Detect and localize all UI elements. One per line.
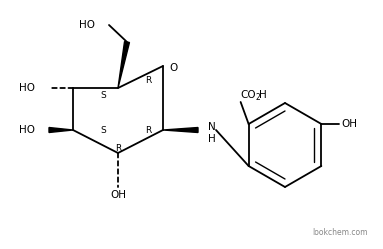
Text: R: R: [145, 125, 151, 134]
Text: H: H: [259, 90, 267, 100]
Text: 2: 2: [255, 92, 260, 102]
Text: OH: OH: [110, 190, 126, 200]
Text: S: S: [100, 125, 106, 134]
Text: R: R: [115, 143, 121, 152]
Text: H: H: [208, 134, 216, 144]
Text: HO: HO: [19, 83, 35, 93]
Text: R: R: [145, 75, 151, 84]
Text: OH: OH: [341, 119, 357, 129]
Text: HO: HO: [19, 125, 35, 135]
Text: HO: HO: [79, 20, 95, 30]
Text: lookchem.com: lookchem.com: [312, 228, 368, 237]
Text: N: N: [208, 122, 216, 132]
Polygon shape: [49, 127, 73, 132]
Text: S: S: [100, 90, 106, 100]
Text: CO: CO: [241, 90, 257, 100]
Polygon shape: [118, 42, 129, 88]
Polygon shape: [163, 127, 198, 132]
Text: O: O: [169, 63, 177, 73]
